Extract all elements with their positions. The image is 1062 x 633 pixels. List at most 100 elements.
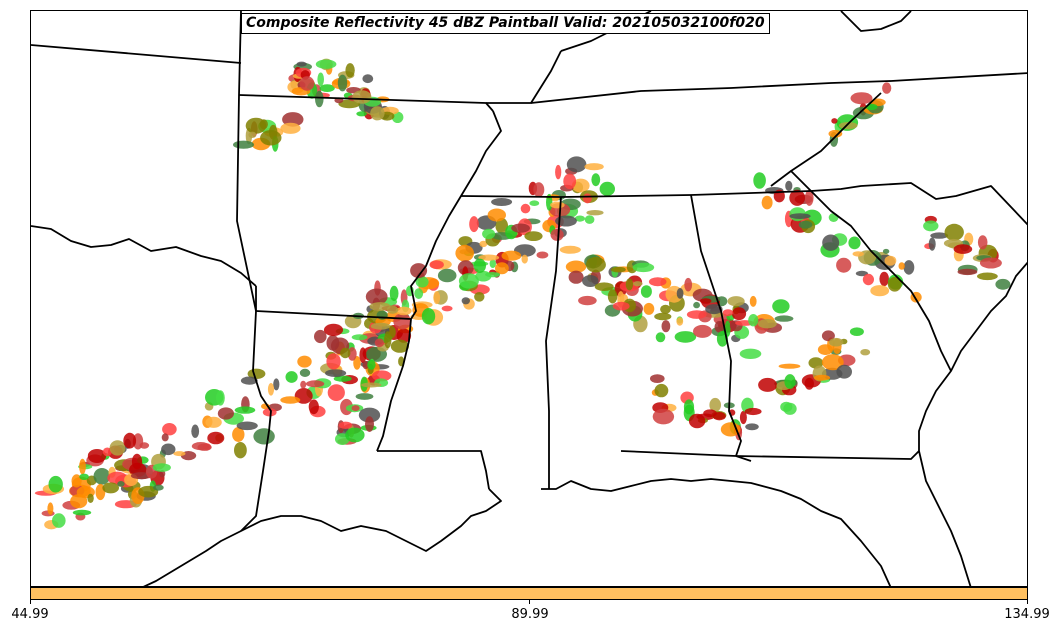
reflectivity-blob bbox=[753, 172, 766, 189]
reflectivity-blob bbox=[469, 216, 479, 233]
border-ar-la bbox=[255, 310, 412, 320]
reflectivity-blob bbox=[928, 237, 936, 251]
reflectivity-blob bbox=[757, 319, 777, 329]
reflectivity-blob bbox=[395, 306, 412, 316]
reflectivity-blob bbox=[162, 423, 177, 436]
border-ga-fl bbox=[735, 450, 920, 460]
reflectivity-blob bbox=[325, 369, 347, 377]
border-la-ms bbox=[377, 450, 490, 490]
reflectivity-blob bbox=[131, 453, 143, 470]
colorbar-tick-label-center: 89.99 bbox=[511, 607, 549, 622]
reflectivity-blob bbox=[87, 493, 94, 503]
reflectivity-blob bbox=[855, 270, 869, 277]
border-nc-sc bbox=[810, 182, 1027, 226]
reflectivity-blob bbox=[173, 451, 186, 457]
reflectivity-blob bbox=[273, 378, 280, 391]
reflectivity-blob bbox=[661, 320, 671, 333]
reflectivity-blob bbox=[352, 90, 372, 104]
reflectivity-blob bbox=[351, 405, 360, 412]
reflectivity-blob bbox=[207, 431, 225, 445]
reflectivity-blob bbox=[829, 337, 844, 347]
border-al-ga bbox=[690, 194, 742, 457]
reflectivity-blob bbox=[688, 413, 706, 429]
reflectivity-blob bbox=[520, 203, 531, 214]
reflectivity-blob bbox=[533, 182, 545, 198]
reflectivity-blob bbox=[216, 390, 225, 406]
reflectivity-blob bbox=[234, 442, 247, 459]
reflectivity-blob bbox=[305, 380, 325, 388]
reflectivity-blob bbox=[817, 344, 833, 355]
reflectivity-blob bbox=[654, 312, 672, 321]
reflectivity-blob bbox=[828, 213, 839, 222]
reflectivity-blob bbox=[501, 250, 522, 261]
reflectivity-blob bbox=[778, 363, 801, 369]
reflectivity-blob bbox=[247, 368, 266, 379]
reflectivity-blob bbox=[359, 347, 367, 364]
reflectivity-blob bbox=[565, 260, 587, 273]
reflectivity-blob bbox=[789, 189, 806, 206]
reflectivity-blob bbox=[236, 421, 258, 431]
coast-atlantic bbox=[918, 261, 1027, 586]
reflectivity-blob bbox=[731, 307, 747, 321]
reflectivity-blob bbox=[297, 355, 312, 368]
reflectivity-blob bbox=[749, 295, 757, 307]
reflectivity-blob bbox=[365, 416, 374, 432]
reflectivity-blob bbox=[640, 285, 652, 298]
reflectivity-blob bbox=[828, 129, 843, 138]
reflectivity-blob bbox=[495, 262, 509, 275]
reflectivity-blob bbox=[652, 408, 675, 425]
reflectivity-blob bbox=[745, 423, 759, 431]
reflectivity-blob bbox=[391, 111, 404, 124]
reflectivity-blob bbox=[995, 278, 1011, 290]
reflectivity-blob bbox=[197, 443, 212, 451]
border-top-left bbox=[31, 44, 242, 64]
reflectivity-blob bbox=[337, 74, 348, 92]
reflectivity-blob bbox=[72, 509, 92, 516]
reflectivity-blob bbox=[139, 442, 150, 449]
reflectivity-blob bbox=[315, 59, 337, 69]
reflectivity-blob bbox=[153, 484, 164, 491]
reflectivity-blob bbox=[805, 189, 814, 206]
reflectivity-blob bbox=[161, 433, 169, 442]
reflectivity-blob bbox=[299, 76, 315, 91]
reflectivity-blob bbox=[870, 285, 890, 297]
reflectivity-blob bbox=[389, 285, 399, 301]
reflectivity-blob bbox=[550, 228, 564, 241]
reflectivity-blob bbox=[347, 347, 357, 361]
reflectivity-blob bbox=[930, 232, 949, 239]
border-va-ky bbox=[770, 170, 792, 187]
reflectivity-blob bbox=[390, 339, 409, 353]
reflectivity-blob bbox=[234, 406, 256, 414]
reflectivity-blob bbox=[333, 375, 352, 382]
border-top-right bbox=[840, 11, 912, 32]
reflectivity-blob bbox=[386, 305, 399, 314]
reflectivity-blob bbox=[879, 271, 889, 287]
reflectivity-blob bbox=[599, 181, 615, 196]
reflectivity-blob bbox=[487, 208, 506, 222]
reflectivity-blob bbox=[355, 393, 374, 400]
reflectivity-blob bbox=[323, 323, 344, 336]
reflectivity-blob bbox=[79, 473, 89, 480]
reflectivity-blob bbox=[319, 84, 335, 92]
reflectivity-blob bbox=[566, 156, 587, 173]
reflectivity-blob bbox=[524, 231, 543, 242]
reflectivity-blob bbox=[280, 396, 301, 404]
reflectivity-blob bbox=[300, 380, 307, 389]
reflectivity-blob bbox=[784, 374, 796, 389]
reflectivity-blob bbox=[813, 374, 831, 381]
reflectivity-blob bbox=[370, 322, 391, 330]
border-nc-va bbox=[790, 92, 882, 192]
reflectivity-blob bbox=[761, 195, 773, 210]
reflectivity-blob bbox=[87, 449, 107, 463]
reflectivity-blob bbox=[821, 354, 844, 371]
reflectivity-blob bbox=[650, 374, 665, 383]
reflectivity-blob bbox=[850, 92, 873, 105]
reflectivity-blob bbox=[884, 255, 897, 266]
reflectivity-blob bbox=[898, 262, 905, 270]
reflectivity-blob bbox=[546, 193, 553, 211]
reflectivity-blob bbox=[205, 416, 222, 428]
reflectivity-blob bbox=[849, 327, 864, 337]
colorbar-tick-label-left: 44.99 bbox=[11, 607, 49, 622]
reflectivity-blob bbox=[374, 338, 385, 348]
reflectivity-blob bbox=[267, 383, 275, 396]
